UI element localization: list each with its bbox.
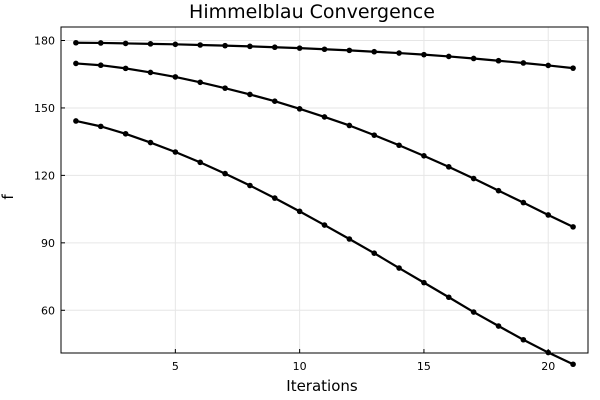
data-point xyxy=(222,42,228,49)
data-point xyxy=(371,250,378,256)
data-point xyxy=(570,361,576,368)
data-point xyxy=(122,40,129,47)
grid-layer xyxy=(61,27,588,353)
data-point xyxy=(197,79,204,86)
data-point xyxy=(371,132,378,138)
x-tick-label: 20 xyxy=(541,360,555,373)
data-point xyxy=(396,142,402,149)
data-point xyxy=(495,323,502,329)
x-tick-label: 10 xyxy=(293,360,307,373)
data-point xyxy=(371,48,378,55)
data-point xyxy=(296,45,303,51)
data-point xyxy=(545,62,552,69)
data-point xyxy=(346,122,353,129)
x-tick-label: 15 xyxy=(417,360,431,373)
data-point xyxy=(97,40,104,46)
y-axis-label: f xyxy=(0,194,17,200)
data-point xyxy=(470,55,477,62)
data-point xyxy=(73,60,79,67)
data-point xyxy=(570,65,576,71)
data-point xyxy=(147,139,154,146)
data-point xyxy=(147,41,154,47)
data-point xyxy=(346,236,353,242)
y-tick-label: 150 xyxy=(34,102,55,115)
data-point xyxy=(570,224,576,230)
data-point xyxy=(172,149,179,155)
data-point xyxy=(321,222,328,228)
data-point xyxy=(296,106,303,112)
data-point xyxy=(172,74,179,80)
data-point xyxy=(222,170,228,177)
chart-title: Himmelblau Convergence xyxy=(189,1,435,23)
y-tick-label: 60 xyxy=(41,304,55,317)
data-point xyxy=(247,91,253,98)
data-point xyxy=(545,349,552,356)
data-point xyxy=(445,164,452,170)
data-point xyxy=(545,212,552,218)
data-point xyxy=(321,46,328,53)
data-point xyxy=(321,114,328,120)
x-tick-label: 5 xyxy=(172,360,179,373)
data-point xyxy=(421,153,427,159)
data-point xyxy=(122,65,129,72)
data-point xyxy=(445,53,452,60)
data-point xyxy=(222,85,228,91)
data-point xyxy=(271,195,278,201)
data-point xyxy=(172,41,179,48)
data-point xyxy=(445,294,452,301)
data-point xyxy=(271,98,278,104)
data-point xyxy=(421,51,427,58)
data-point xyxy=(495,187,502,194)
series-layer xyxy=(73,39,576,368)
data-point xyxy=(97,62,104,69)
data-point xyxy=(495,57,502,64)
data-point xyxy=(197,159,204,166)
y-tick-label: 180 xyxy=(34,34,55,47)
data-point xyxy=(73,118,79,124)
plot-frame xyxy=(60,26,589,354)
data-point xyxy=(396,265,402,271)
data-point xyxy=(346,47,353,54)
data-point xyxy=(147,69,154,76)
data-point xyxy=(197,42,204,48)
data-point xyxy=(247,182,253,189)
data-point xyxy=(73,39,79,46)
data-point xyxy=(271,44,278,51)
data-point xyxy=(97,123,104,130)
data-point xyxy=(247,43,253,50)
data-point xyxy=(520,60,527,66)
tick-layer: 5 10 15 20 60 90 120 150 180 xyxy=(34,34,555,373)
data-point xyxy=(421,279,427,286)
data-point xyxy=(470,175,477,182)
data-point xyxy=(520,336,527,343)
data-point xyxy=(296,208,303,215)
y-tick-label: 120 xyxy=(34,169,55,182)
data-point xyxy=(470,309,477,315)
y-tick-label: 90 xyxy=(41,237,55,250)
data-point xyxy=(396,50,402,56)
data-point xyxy=(520,199,527,206)
x-axis-label: Iterations xyxy=(286,377,358,395)
data-point xyxy=(122,130,129,137)
